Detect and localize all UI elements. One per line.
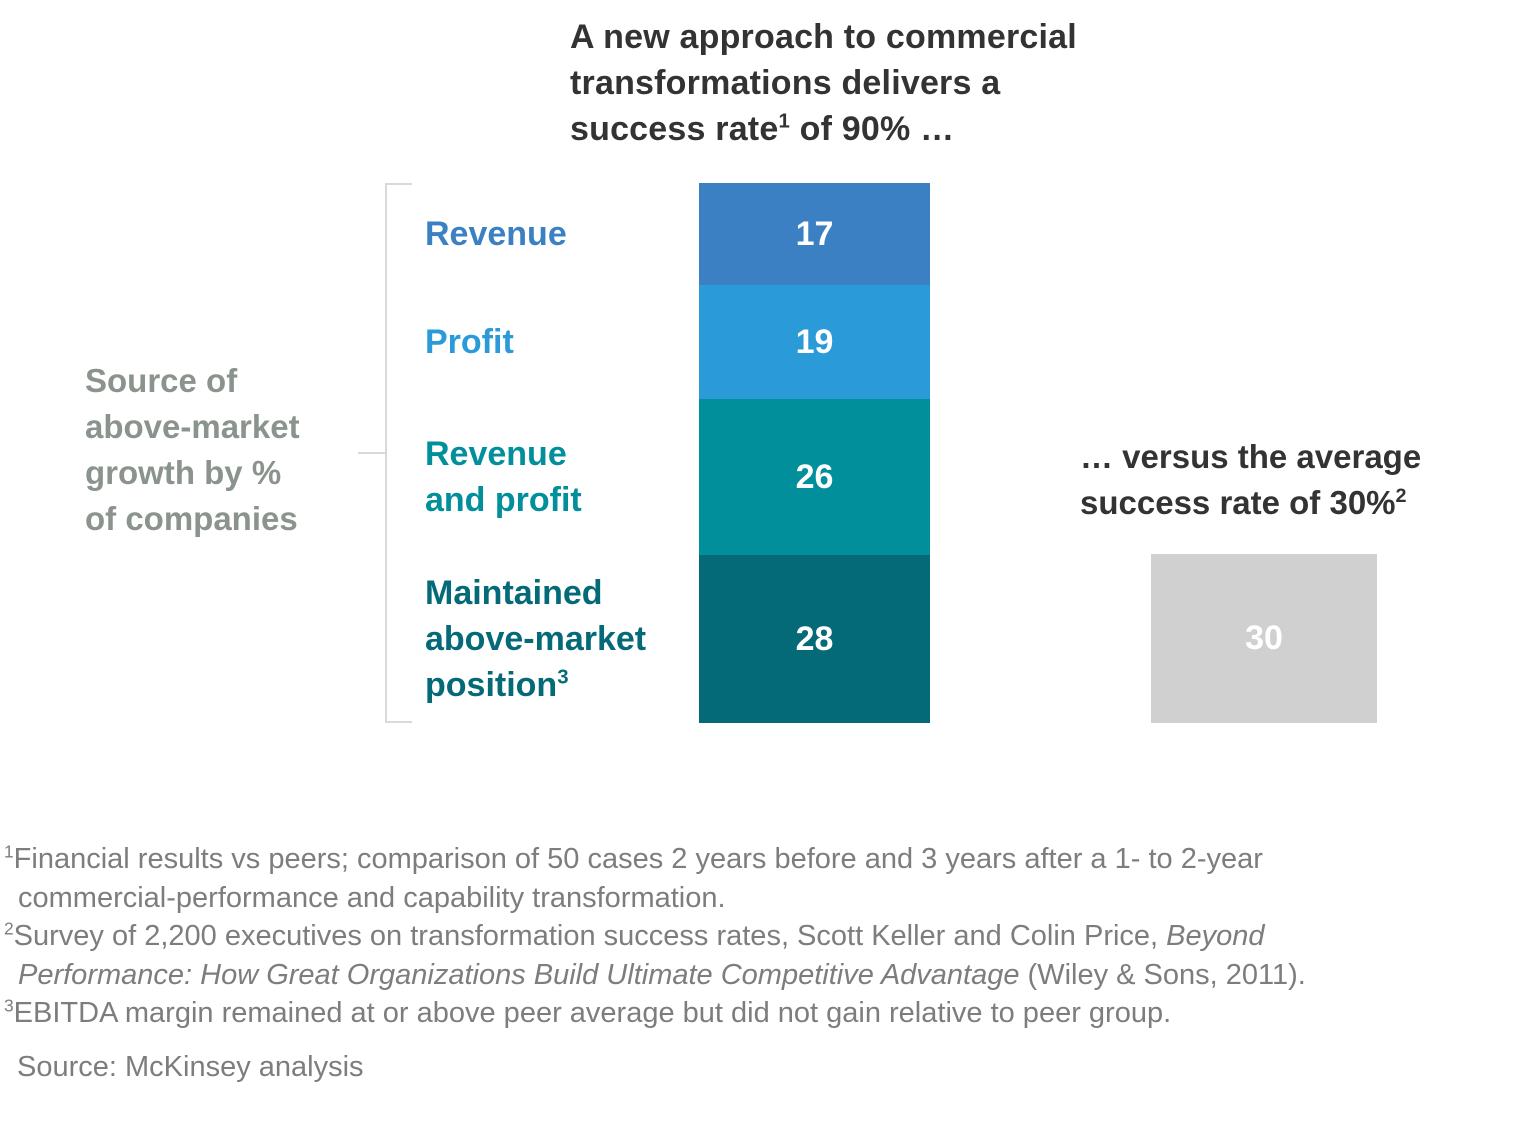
superscript: 1 — [4, 841, 14, 862]
superscript: 2 — [4, 918, 14, 939]
right-heading: … versus the average success rate of 30%2 — [1080, 434, 1421, 526]
bar-segment: 26 — [699, 399, 930, 555]
bracket-vertical-line — [385, 183, 387, 723]
chart-title-line: success rate1 of 90% … — [570, 106, 1077, 152]
footnote: 1Financial results vs peers; comparison … — [4, 840, 1514, 917]
text-segment: Source of — [85, 362, 238, 399]
footnote-line: 3EBITDA margin remained at or above peer… — [4, 994, 1514, 1033]
text-segment: (Wiley & Sons, 2011). — [1019, 958, 1306, 991]
superscript: 2 — [1395, 485, 1407, 507]
side-label-line: growth by % — [85, 450, 300, 496]
text-segment: success rate of 30% — [1080, 484, 1396, 521]
bracket-connector-tick — [358, 452, 385, 454]
side-label: Source of above-market growth by % of compa… — [85, 358, 300, 542]
category-label-line: and profit — [425, 477, 582, 523]
text-segment: … versus the average — [1080, 438, 1422, 475]
text-segment: Maintained — [425, 574, 603, 612]
text-segment: success rate — [570, 110, 779, 148]
category-label-line: above-market — [425, 616, 646, 662]
category-label-line: position3 — [425, 662, 646, 708]
text-segment: of 90% … — [790, 110, 955, 148]
side-label-line: Source of — [85, 358, 300, 404]
footnote-line: 2Survey of 2,200 executives on transform… — [4, 917, 1514, 956]
text-segment: above-market — [425, 620, 647, 658]
category-label-line: Maintained — [425, 570, 646, 616]
bar-segment-value: 19 — [795, 322, 834, 361]
chart-title: A new approach to commercial transformati… — [570, 14, 1077, 152]
category-label-line: Profit — [425, 319, 514, 365]
text-segment: Performance: How Great Organizations Bui… — [18, 958, 1020, 991]
text-segment: Revenue — [425, 435, 567, 473]
source-note: Source: McKinsey analysis — [17, 1051, 364, 1083]
text-segment: commercial-performance and capability tr… — [18, 881, 726, 914]
category-label: Profit — [425, 319, 514, 365]
text-segment: above-market — [85, 408, 300, 445]
bar-segment: 17 — [699, 183, 930, 285]
chart-title-line: transformations delivers a — [570, 60, 1077, 106]
bracket-top-tick — [385, 183, 412, 185]
text-segment: growth by % — [85, 454, 282, 491]
bracket-bottom-tick — [385, 721, 412, 723]
text-segment: Survey of 2,200 executives on transforma… — [13, 920, 1167, 952]
bar-segment-value: 28 — [795, 619, 834, 658]
chart-title-line: A new approach to commercial — [570, 14, 1077, 60]
footnote: 2Survey of 2,200 executives on transform… — [4, 917, 1514, 994]
side-label-line: of companies — [85, 496, 300, 542]
text-segment: Financial results vs peers; comparison o… — [13, 843, 1263, 875]
superscript: 1 — [778, 110, 790, 133]
category-label: Revenue and profit — [425, 431, 582, 523]
category-label: Maintained above-market position3 — [425, 570, 646, 708]
footnote-line: 1Financial results vs peers; comparison … — [4, 840, 1514, 879]
text-segment: transformations delivers a — [570, 64, 1001, 102]
right-heading-line: … versus the average — [1080, 434, 1421, 480]
superscript: 3 — [4, 995, 14, 1016]
bar-segment: 28 — [699, 555, 930, 723]
footnote-line: Performance: How Great Organizations Bui… — [4, 956, 1514, 995]
text-segment: and profit — [425, 481, 582, 519]
text-segment: Revenue — [425, 215, 567, 253]
footnote-line: commercial-performance and capability tr… — [4, 879, 1514, 918]
footnote: 3EBITDA margin remained at or above peer… — [4, 994, 1514, 1033]
comparison-bar: 30 — [1151, 554, 1377, 723]
text-segment: of companies — [85, 500, 298, 537]
text-segment: Beyond — [1166, 920, 1265, 952]
comparison-bar-value: 30 — [1245, 619, 1283, 657]
bar-segment-value: 26 — [795, 457, 834, 496]
category-label: Revenue — [425, 211, 567, 257]
superscript: 3 — [557, 666, 569, 689]
text-segment: Profit — [425, 323, 514, 361]
right-heading-line: success rate of 30%2 — [1080, 480, 1421, 526]
text-segment: EBITDA margin remained at or above peer … — [13, 997, 1172, 1029]
stacked-bar: 17 19 26 28 — [699, 183, 930, 723]
category-label-line: Revenue — [425, 211, 567, 257]
bar-segment-value: 17 — [795, 214, 834, 253]
footnotes: 1Financial results vs peers; comparison … — [4, 840, 1514, 1033]
text-segment: position — [425, 666, 558, 704]
text-segment: A new approach to commercial — [570, 18, 1077, 56]
side-label-line: above-market — [85, 404, 300, 450]
bar-segment: 19 — [699, 285, 930, 399]
category-label-line: Revenue — [425, 431, 582, 477]
